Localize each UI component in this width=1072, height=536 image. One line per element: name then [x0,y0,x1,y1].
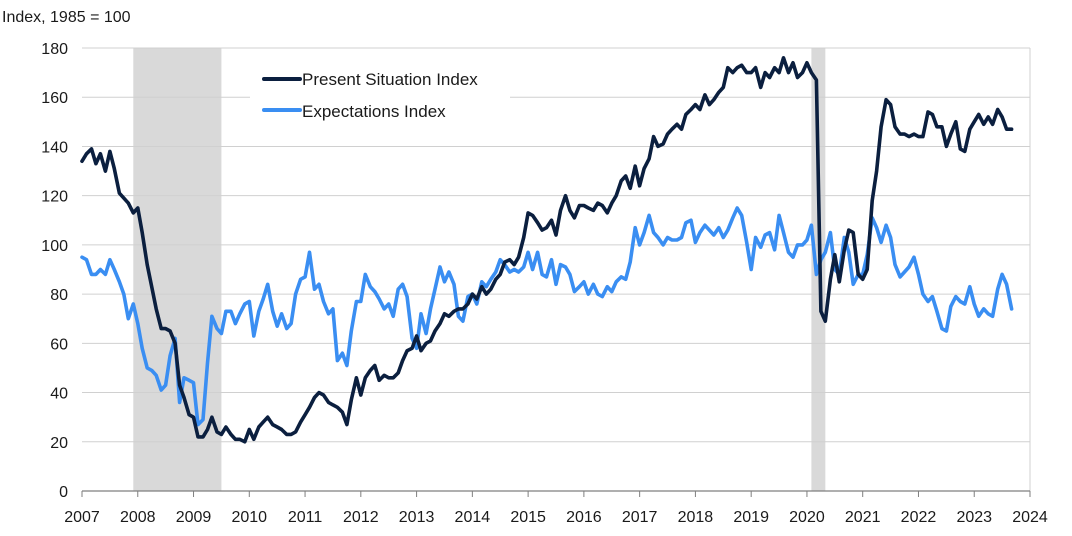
y-tick-label-40: 40 [50,386,68,403]
x-tick-label-2017: 2017 [622,509,658,526]
y-tick-label-180: 180 [41,41,68,58]
x-tick-label-2011: 2011 [288,509,323,526]
x-tick-label-2019: 2019 [733,509,769,526]
x-tick-label-2013: 2013 [399,509,435,526]
x-tick-label-2014: 2014 [455,509,491,526]
series-line-expectations [80,206,1014,427]
y-tick-label-60: 60 [50,336,68,353]
y-tick-label-20: 20 [50,435,68,452]
y-tick-label-80: 80 [50,287,68,304]
x-tick-label-2023: 2023 [956,509,992,526]
x-tick-label-2022: 2022 [901,509,937,526]
legend-label-expectations: Expectations Index [302,102,446,121]
x-tick-label-2024: 2024 [1012,509,1048,526]
x-tick-label-2020: 2020 [789,509,825,526]
y-tick-label-140: 140 [41,139,68,156]
legend-label-present: Present Situation Index [302,70,478,89]
x-tick-label-2018: 2018 [678,509,714,526]
gridlines [82,47,1031,491]
legend-background [250,60,510,130]
y-axis-ticks: 0 20 40 60 80 100 120 140 160 180 [41,41,68,501]
series-lines [80,56,1014,444]
x-tick-label-2007: 2007 [64,509,100,526]
y-tick-label-120: 120 [41,189,68,206]
x-axis-ticks: 2007 2008 2009 2010 2011 2012 2013 2014 2015 2016… [64,491,1048,526]
x-tick-label-2021: 2021 [845,509,881,526]
y-tick-label-0: 0 [59,484,68,501]
x-tick-label-2016: 2016 [566,509,602,526]
x-tick-label-2009: 2009 [176,509,212,526]
unit-label: Index, 1985 = 100 [2,9,131,26]
series-line-present [80,56,1014,444]
y-tick-label-160: 160 [41,90,68,107]
legend: Present Situation Index Expectations Ind… [250,60,510,130]
y-tick-label-100: 100 [41,238,68,255]
x-tick-label-2015: 2015 [510,509,546,526]
x-tick-label-2008: 2008 [120,509,156,526]
x-tick-label-2010: 2010 [231,509,267,526]
x-tick-label-2012: 2012 [343,509,379,526]
